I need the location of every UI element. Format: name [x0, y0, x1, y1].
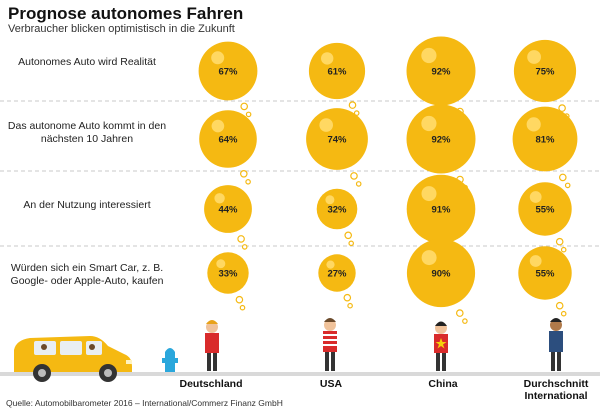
- bubble-trail: [343, 293, 352, 302]
- bubble-highlight: [326, 260, 335, 269]
- bubble-highlight: [214, 193, 225, 204]
- bubble-value-label: 90%: [431, 269, 451, 280]
- person-international: [549, 318, 563, 371]
- bubble-value-label: 55%: [535, 269, 555, 280]
- bubble-highlight: [211, 119, 225, 133]
- bubble-value-label: 81%: [535, 135, 555, 146]
- hydrant-illustration: [162, 348, 178, 372]
- bubble-value-label: 67%: [218, 67, 238, 78]
- bubbles-layer: [198, 36, 578, 324]
- person-china: [434, 321, 448, 371]
- bubble-trail: [237, 235, 245, 243]
- bubble-trail: [347, 302, 353, 309]
- bubble-trail: [350, 172, 358, 180]
- bubble-trail: [560, 246, 567, 253]
- bubble-highlight: [529, 191, 542, 203]
- country-label-usa: USA: [319, 378, 343, 390]
- bubble-trail: [245, 111, 252, 118]
- bubble-value-label: 64%: [218, 135, 238, 146]
- bubble-value-label: 61%: [327, 67, 347, 78]
- bubble-trail: [560, 310, 567, 317]
- bubble-highlight: [211, 51, 225, 65]
- chart-title: Prognose autonomes Fahren: [8, 4, 244, 23]
- bubble-highlight: [216, 259, 226, 269]
- bubble-highlight: [529, 255, 542, 267]
- bubble-trail: [355, 181, 362, 187]
- bubble-trail: [239, 304, 246, 311]
- bubble-highlight: [421, 47, 437, 64]
- car-illustration: [14, 336, 132, 382]
- bubble-value-label: 27%: [327, 269, 347, 280]
- country-label-international: Durchschnitt International: [523, 378, 589, 402]
- row-label-ten-years: Das autonome Auto kommt in den nächsten …: [7, 120, 167, 145]
- row-label-purchase: Würden sich ein Smart Car, z. B. Google-…: [10, 262, 164, 287]
- bubble-trail: [558, 173, 567, 182]
- chart-subtitle: Verbraucher blicken optimistisch in die …: [8, 23, 235, 35]
- bubble-trail: [455, 309, 464, 317]
- bubble-value-label: 75%: [535, 67, 555, 78]
- bubble-trail: [558, 104, 566, 112]
- bubble-trail: [348, 240, 355, 247]
- bubble-value-label: 91%: [431, 205, 451, 216]
- bubble-highlight: [526, 117, 541, 132]
- bubble-trail: [555, 301, 564, 310]
- bubble-trail: [462, 318, 468, 324]
- bubble-trail: [235, 295, 244, 304]
- bubble-value-label: 74%: [327, 135, 347, 146]
- row-label-usage: An der Nutzung interessiert: [23, 199, 151, 211]
- bubble-trail: [348, 101, 357, 109]
- bubble-trail: [241, 244, 248, 250]
- bubble-value-label: 92%: [431, 135, 451, 146]
- bubble-highlight: [325, 195, 335, 205]
- bubble-trail: [240, 170, 248, 178]
- bubble-trail: [240, 102, 249, 111]
- person-deutschland: [205, 320, 219, 371]
- bubble-value-label: 92%: [431, 67, 451, 78]
- bubble-highlight: [319, 118, 334, 132]
- bubble-trail: [555, 237, 564, 246]
- row-label-reality: Autonomes Auto wird Realität: [18, 56, 156, 68]
- person-usa: [323, 318, 337, 371]
- bubble-value-label: 32%: [327, 205, 347, 216]
- bubble-highlight: [421, 186, 437, 202]
- country-label-deutschland: Deutschland: [179, 378, 243, 390]
- road: [0, 372, 600, 376]
- bubble-trail: [564, 182, 571, 189]
- source-note: Quelle: Automobilbarometer 2016 – Intern…: [6, 398, 283, 408]
- bubble-highlight: [421, 250, 437, 266]
- country-label-china: China: [428, 378, 458, 390]
- bubble-highlight: [527, 50, 541, 64]
- bubble-value-label: 44%: [218, 205, 238, 216]
- bubble-labels-layer: 67% 61% 92% 75% 64% 74% 92% 81% 44% 32% 91% 55% 33% 2…: [218, 67, 555, 280]
- bubble-highlight: [321, 52, 334, 65]
- bubble-value-label: 55%: [535, 205, 555, 216]
- bubble-trail: [344, 231, 353, 240]
- bubble-trail: [245, 179, 251, 185]
- row-dividers: [0, 100, 600, 247]
- bubble-value-label: 33%: [218, 269, 238, 280]
- bubble-highlight: [421, 115, 437, 132]
